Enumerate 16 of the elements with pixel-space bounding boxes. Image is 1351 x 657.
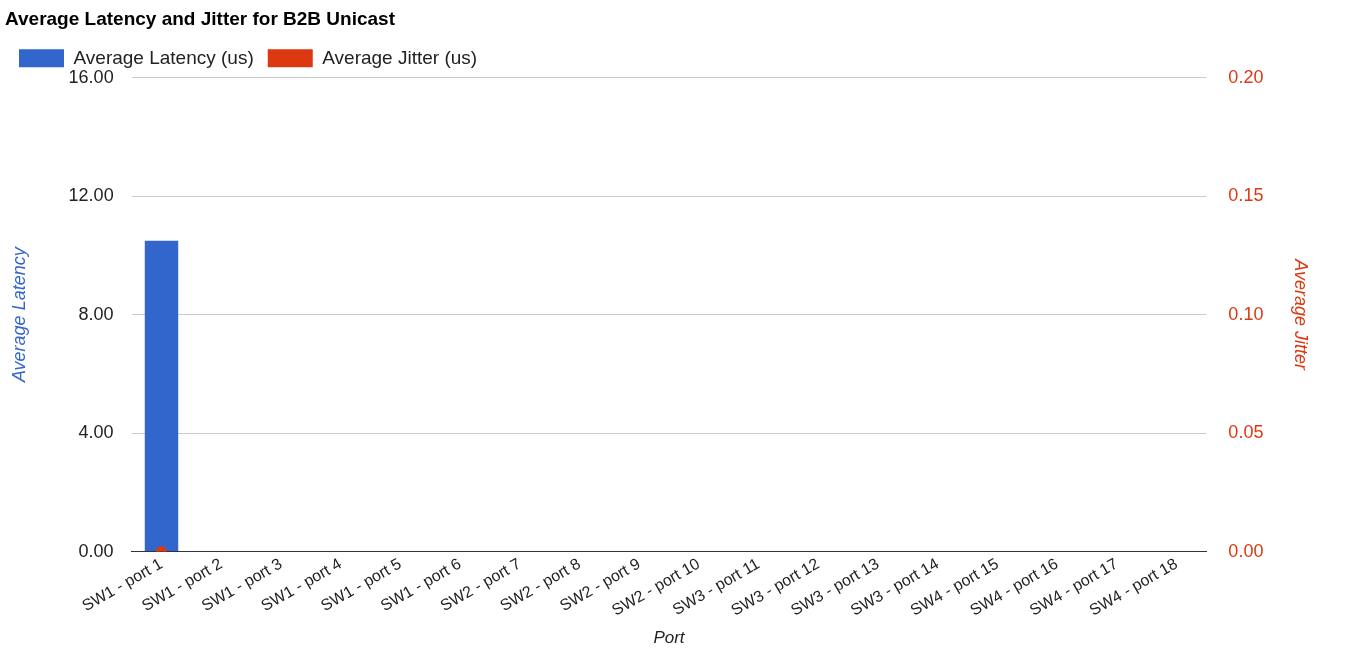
legend-label: Average Jitter (us) bbox=[322, 46, 478, 68]
y2-tick-label: 0.00 bbox=[1228, 540, 1264, 561]
y2-tick-label: 0.10 bbox=[1228, 303, 1264, 324]
y2-tick-label: 0.20 bbox=[1228, 66, 1264, 87]
legend-label: Average Latency (us) bbox=[73, 46, 254, 68]
x-axis-title: Port bbox=[653, 627, 686, 647]
y2-tick-label: 0.15 bbox=[1228, 185, 1264, 206]
y-tick-label: 8.00 bbox=[78, 303, 114, 324]
y2-tick-label: 0.05 bbox=[1228, 422, 1264, 443]
y-tick-label: 12.00 bbox=[68, 185, 114, 206]
y2-axis-title: Average Jitter bbox=[1291, 258, 1312, 372]
y-axis-title: Average Latency bbox=[8, 246, 29, 384]
y-tick-label: 4.00 bbox=[78, 422, 114, 443]
y-tick-label: 16.00 bbox=[68, 66, 114, 87]
y-tick-label: 0.00 bbox=[78, 540, 114, 561]
chart-title: Average Latency and Jitter for B2B Unicast bbox=[5, 7, 396, 29]
